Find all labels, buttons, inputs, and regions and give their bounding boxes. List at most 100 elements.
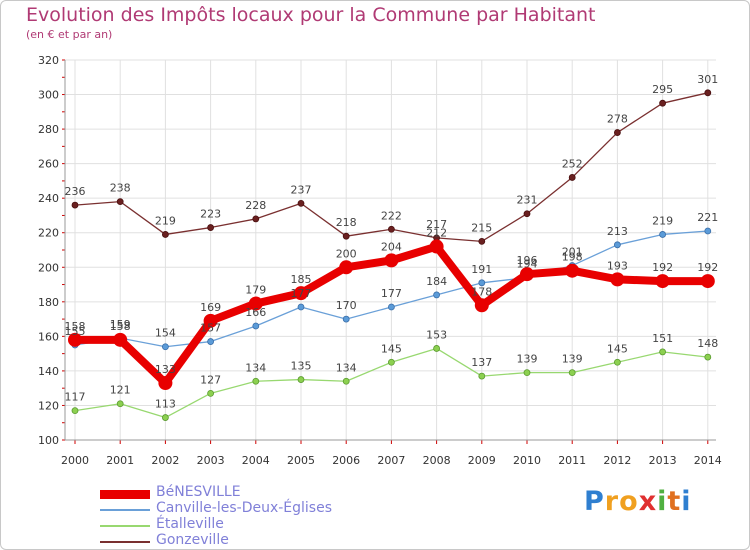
logo-letter: P (584, 486, 605, 517)
data-label: 204 (381, 240, 402, 253)
data-label: 169 (200, 301, 221, 314)
data-point (655, 274, 670, 289)
data-label: 218 (336, 216, 357, 229)
data-label: 219 (155, 214, 176, 227)
x-tick-label: 2012 (603, 454, 631, 467)
logo-letter: x (638, 486, 658, 517)
data-label: 157 (200, 322, 221, 335)
data-label: 158 (110, 320, 131, 333)
data-label: 154 (155, 327, 176, 340)
data-point (387, 225, 395, 233)
data-point (478, 279, 486, 287)
y-tick-label: 120 (38, 399, 59, 412)
data-label: 201 (562, 246, 583, 259)
data-label: 151 (652, 332, 673, 345)
data-label: 135 (291, 360, 312, 373)
data-point (433, 345, 441, 352)
y-tick-label: 240 (38, 192, 59, 205)
data-point (704, 353, 712, 361)
logo-letter: r (604, 486, 620, 517)
legend-swatch (100, 525, 150, 527)
data-point (252, 322, 260, 330)
data-label: 194 (517, 258, 538, 271)
x-tick-label: 2010 (513, 454, 541, 467)
data-label: 223 (200, 208, 221, 221)
legend-swatch (100, 509, 150, 511)
data-label: 278 (607, 113, 628, 126)
data-label: 221 (697, 211, 718, 224)
logo-letter: i (681, 486, 692, 517)
y-tick-label: 180 (38, 296, 59, 309)
data-point (610, 272, 625, 287)
data-point (614, 241, 621, 249)
data-labels: 236 238 219 223 228 237 218 222 217 215 231 252 278 2… (65, 73, 719, 411)
data-label: 185 (291, 273, 312, 286)
data-point (614, 129, 621, 136)
x-tick-label: 2001 (106, 454, 134, 467)
data-label: 113 (155, 398, 176, 411)
data-label: 212 (426, 227, 447, 240)
data-label: 177 (291, 287, 312, 300)
legend-label: BéNESVILLE (156, 484, 241, 500)
data-point (161, 343, 169, 351)
data-label: 148 (697, 337, 718, 350)
data-point (71, 407, 79, 415)
data-label: 213 (607, 225, 628, 238)
y-tick-label: 200 (38, 261, 59, 274)
data-label: 231 (517, 194, 538, 207)
chart-subtitle: (en € et par an) (26, 28, 113, 41)
data-label: 192 (697, 261, 718, 274)
data-label: 222 (381, 209, 402, 222)
data-point (704, 89, 712, 97)
series-lines (68, 89, 715, 421)
data-point (659, 231, 666, 238)
x-tick-label: 2004 (242, 454, 270, 467)
data-label: 237 (291, 183, 312, 196)
data-point (158, 376, 173, 390)
data-label: 170 (336, 299, 357, 312)
data-point (207, 389, 215, 397)
data-point (161, 231, 169, 238)
data-point (68, 332, 82, 347)
data-label: 158 (65, 320, 86, 333)
legend-label: Étalleville (156, 516, 224, 532)
data-point (568, 369, 576, 377)
data-point (478, 237, 486, 245)
data-label: 166 (245, 306, 266, 319)
data-point (433, 291, 441, 299)
data-point (384, 253, 399, 268)
x-tick-label: 2003 (197, 454, 225, 467)
data-point (161, 414, 169, 421)
data-point (252, 215, 260, 223)
x-tick-label: 2006 (332, 454, 360, 467)
data-label: 178 (471, 285, 492, 298)
data-label: 159 (110, 318, 131, 331)
logo-letter: t (667, 486, 682, 517)
proxiti-logo: Proxiti (584, 486, 692, 517)
data-point (113, 332, 128, 347)
legend-label: Gonzeville (156, 532, 229, 548)
data-label: 145 (381, 342, 402, 355)
data-point (523, 210, 531, 218)
x-tick-label: 2008 (423, 454, 451, 467)
data-label: 217 (426, 218, 447, 231)
data-label: 295 (652, 83, 673, 96)
data-point (342, 232, 350, 240)
data-label: 145 (607, 342, 628, 355)
data-point (207, 338, 215, 345)
data-label: 228 (245, 199, 266, 212)
data-point (387, 303, 395, 311)
logo-letter: i (657, 486, 668, 517)
data-point (342, 315, 350, 323)
data-label: 133 (155, 363, 176, 376)
data-point (523, 369, 531, 377)
data-point (297, 303, 305, 311)
data-point (297, 199, 305, 207)
line-chart: 100 120 140 160 180 200 220 240 260 280 300 320 2000… (38, 54, 722, 467)
data-label: 153 (426, 328, 447, 341)
x-tick-label: 2002 (151, 454, 179, 467)
data-point (700, 274, 715, 289)
x-tick-label: 2005 (287, 454, 315, 467)
x-tick-label: 2014 (694, 454, 722, 467)
data-label: 196 (517, 254, 538, 267)
